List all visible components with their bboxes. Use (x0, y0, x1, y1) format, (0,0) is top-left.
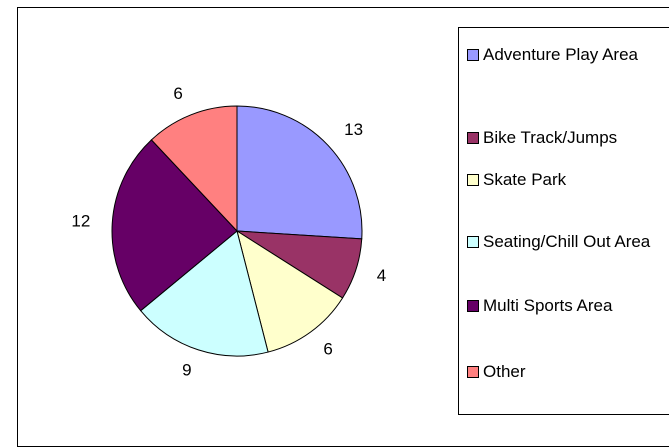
data-label: 4 (377, 266, 386, 285)
legend-label: Seating/Chill Out Area (483, 232, 651, 251)
data-label: 13 (344, 120, 363, 139)
legend-swatch (467, 132, 479, 144)
legend-label: Skate Park (483, 170, 567, 189)
data-label: 6 (323, 339, 332, 358)
legend-swatch (467, 174, 479, 186)
legend-swatch (467, 300, 479, 312)
legend-swatch (467, 49, 479, 61)
legend-item: Other (467, 359, 667, 385)
page: 13 4 6 9 12 6 Adventure Play Area Bike Track/J… (17, 7, 669, 447)
legend-swatch (467, 236, 479, 248)
legend-item: Skate Park (467, 167, 667, 193)
data-label: 6 (173, 84, 182, 103)
legend-item: Seating/Chill Out Area (467, 229, 667, 255)
pie-slice (236, 229, 344, 353)
legend-label: Other (483, 362, 526, 381)
legend-label: Multi Sports Area (483, 296, 613, 315)
legend-item: Multi Sports Area (467, 293, 667, 319)
data-label: 9 (182, 360, 191, 379)
data-label: 12 (71, 211, 90, 230)
pie-slice (236, 105, 363, 240)
chart: 13 4 6 9 12 6 (71, 84, 386, 379)
pie-slice (139, 230, 269, 357)
pie-slice (150, 105, 238, 233)
legend-item: Adventure Play Area (467, 42, 667, 68)
legend-swatch (467, 366, 479, 378)
legend-item: Bike Track/Jumps (467, 125, 667, 151)
pie-slice (111, 139, 238, 312)
legend-label: Bike Track/Jumps (483, 128, 618, 147)
legend-label: Adventure Play Area (483, 45, 638, 64)
legend: Adventure Play Area Bike Track/Jumps Skate… (458, 27, 669, 415)
